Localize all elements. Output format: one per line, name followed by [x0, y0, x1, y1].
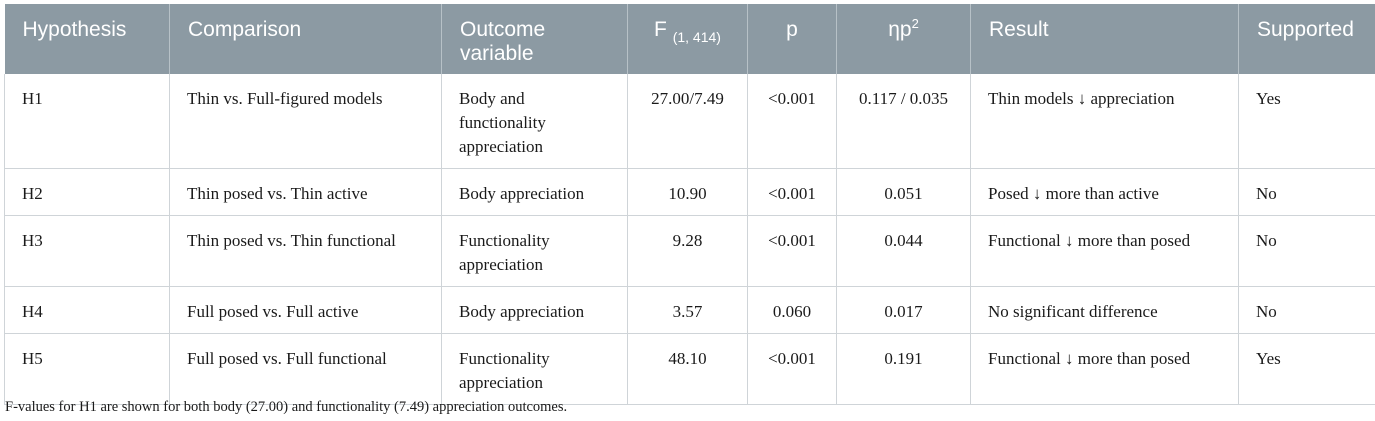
cell-hypothesis: H4: [4, 286, 170, 334]
cell-result: Functional ↓ more than posed: [970, 333, 1239, 405]
cell-eta-value: 0.044: [836, 215, 971, 287]
cell-result: Functional ↓ more than posed: [970, 215, 1239, 287]
header-outcome-line2: variable: [460, 42, 534, 65]
cell-result: Thin models ↓ appreciation: [970, 74, 1239, 169]
table-row: H2 Thin posed vs. Thin active Body appre…: [4, 168, 1375, 216]
cell-hypothesis: H3: [4, 215, 170, 287]
cell-supported: Yes: [1238, 74, 1375, 169]
cell-outcome-line3: appreciation: [459, 137, 544, 156]
cell-comparison: Thin posed vs. Thin active: [169, 168, 442, 216]
cell-outcome-variable: Functionality appreciation: [441, 333, 628, 405]
cell-supported: Yes: [1238, 333, 1375, 405]
cell-outcome-line1: Body and: [459, 89, 525, 108]
header-eta-label: ηp: [888, 18, 912, 41]
cell-f-value: 9.28: [627, 215, 748, 287]
cell-hypothesis: H1: [4, 74, 170, 169]
table-row: H5 Full posed vs. Full functional Functi…: [4, 333, 1375, 405]
table-body: H1 Thin vs. Full-figured models Body and…: [4, 74, 1375, 405]
cell-eta-value: 0.017: [836, 286, 971, 334]
hypothesis-results-table: Hypothesis Comparison Outcome variable F …: [4, 4, 1375, 405]
cell-eta-value: 0.051: [836, 168, 971, 216]
cell-hypothesis: H5: [4, 333, 170, 405]
header-hypothesis: Hypothesis: [4, 4, 170, 74]
cell-comparison: Thin vs. Full-figured models: [169, 74, 442, 169]
cell-p-value: 0.060: [747, 286, 837, 334]
header-comparison: Comparison: [169, 4, 442, 74]
header-p-value: p: [747, 4, 837, 74]
cell-outcome-variable: Functionality appreciation: [441, 215, 628, 287]
cell-comparison: Thin posed vs. Thin functional: [169, 215, 442, 287]
cell-outcome-variable: Body appreciation: [441, 168, 628, 216]
header-row: Hypothesis Comparison Outcome variable F …: [4, 4, 1375, 74]
header-f-df: (1, 414): [672, 29, 721, 45]
cell-result: No significant difference: [970, 286, 1239, 334]
cell-f-value: 3.57: [627, 286, 748, 334]
cell-result: Posed ↓ more than active: [970, 168, 1239, 216]
cell-outcome-line2: functionality: [459, 113, 546, 132]
cell-comparison: Full posed vs. Full active: [169, 286, 442, 334]
table-footnote: F-values for H1 are shown for both body …: [5, 399, 568, 415]
results-table-container: Hypothesis Comparison Outcome variable F …: [4, 4, 1375, 405]
cell-outcome-variable: Body appreciation: [441, 286, 628, 334]
header-outcome-line1: Outcome: [460, 18, 546, 41]
table-header: Hypothesis Comparison Outcome variable F …: [4, 4, 1375, 74]
cell-hypothesis: H2: [4, 168, 170, 216]
cell-f-value: 48.10: [627, 333, 748, 405]
cell-p-value: <0.001: [747, 168, 837, 216]
header-eta-superscript: 2: [911, 16, 919, 31]
cell-eta-value: 0.191: [836, 333, 971, 405]
header-result: Result: [970, 4, 1239, 74]
cell-f-value: 27.00/7.49: [627, 74, 748, 169]
table-row: H3 Thin posed vs. Thin functional Functi…: [4, 215, 1375, 287]
table-row: H1 Thin vs. Full-figured models Body and…: [4, 74, 1375, 169]
cell-outcome-line2: appreciation: [459, 255, 544, 274]
header-outcome-variable: Outcome variable: [441, 4, 628, 74]
cell-f-value: 10.90: [627, 168, 748, 216]
header-f-label: F: [654, 18, 667, 41]
cell-supported: No: [1238, 215, 1375, 287]
cell-p-value: <0.001: [747, 333, 837, 405]
cell-outcome-line2: appreciation: [459, 373, 544, 392]
cell-outcome-line1: Functionality: [459, 349, 550, 368]
cell-supported: No: [1238, 286, 1375, 334]
header-eta-squared: ηp2: [836, 4, 971, 74]
cell-eta-value: 0.117 / 0.035: [836, 74, 971, 169]
cell-supported: No: [1238, 168, 1375, 216]
table-row: H4 Full posed vs. Full active Body appre…: [4, 286, 1375, 334]
cell-outcome-line1: Functionality: [459, 231, 550, 250]
cell-comparison: Full posed vs. Full functional: [169, 333, 442, 405]
cell-outcome-variable: Body and functionality appreciation: [441, 74, 628, 169]
header-f-statistic: F (1, 414): [627, 4, 748, 74]
cell-p-value: <0.001: [747, 215, 837, 287]
cell-p-value: <0.001: [747, 74, 837, 169]
header-supported: Supported: [1238, 4, 1375, 74]
